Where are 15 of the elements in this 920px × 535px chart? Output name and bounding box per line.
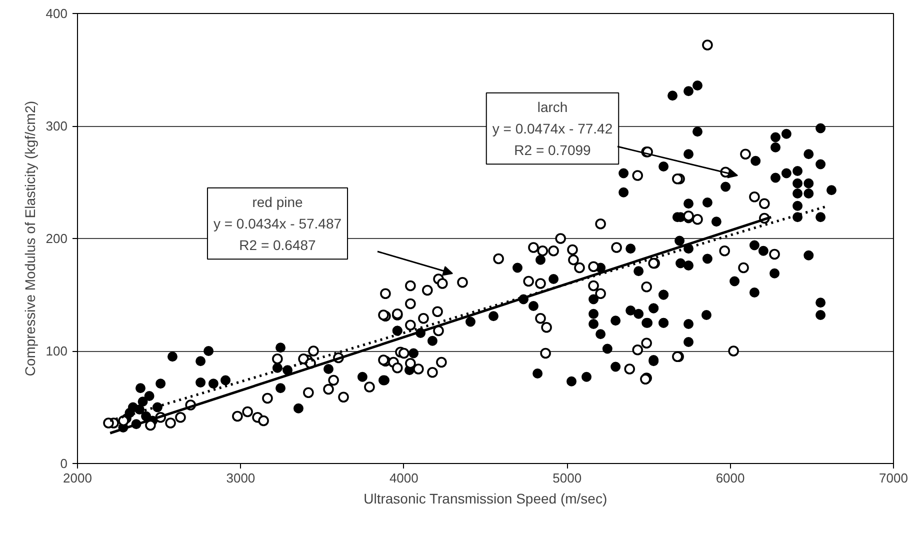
x-tick-label: 2000 [63,470,92,486]
y-axis-title: Compressive Modulus of Elasticity (kgf/cm2) [22,100,38,376]
x-tick-label: 4000 [389,470,418,486]
x-axis-title: Ultrasonic Transmission Speed (m/sec) [364,490,608,506]
annotation: larch y = 0.0474x - 77.42 R2 = 0.7099 [492,98,613,158]
x-tick-label: 5000 [552,470,582,486]
x-tick-label: 7000 [879,470,908,486]
y-tick-label: 300 [46,118,68,134]
x-tick-label: 3000 [226,470,256,486]
x-tick-label: 6000 [716,470,745,486]
y-tick-label: 400 [46,6,68,21]
annotation: red pine y = 0.0434x - 57.487 R2 = 0.6487 [213,194,342,254]
y-tick-label: 100 [46,344,68,358]
y-tick-label: 200 [46,231,68,246]
y-tick-label: 0 [60,456,68,471]
